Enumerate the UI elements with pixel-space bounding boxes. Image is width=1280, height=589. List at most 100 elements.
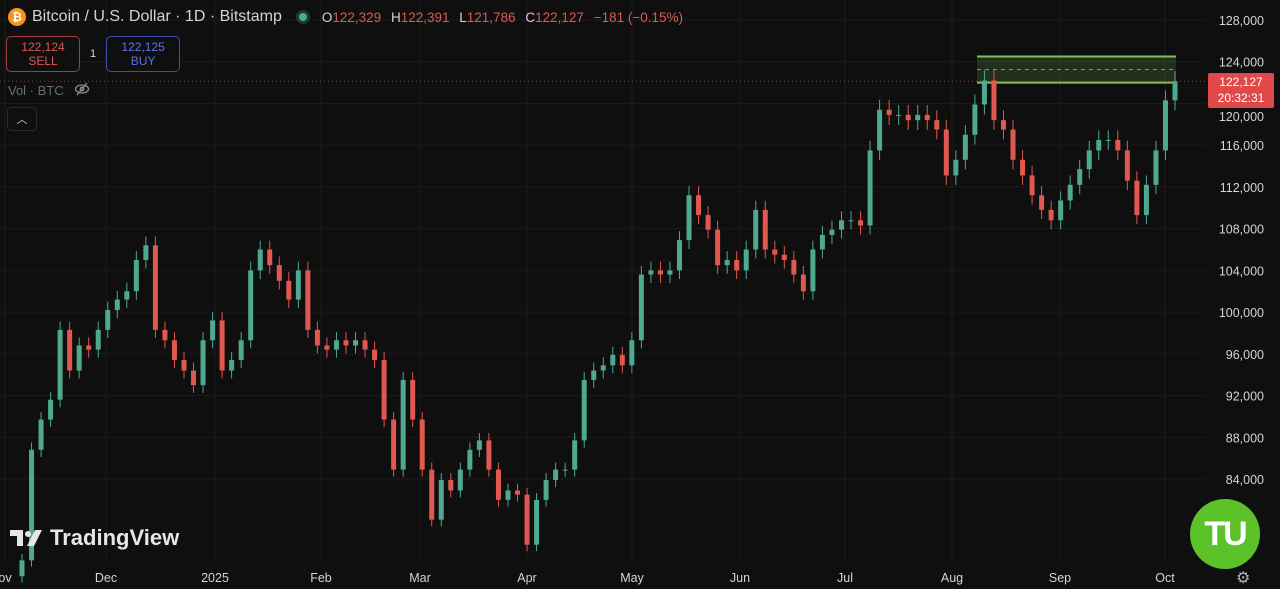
y-tick-label: 112,000 bbox=[1220, 181, 1264, 195]
candle-body bbox=[1000, 120, 1006, 130]
candle-body bbox=[819, 234, 825, 250]
candle-body bbox=[676, 240, 682, 271]
candle-body bbox=[448, 480, 454, 491]
candle-body bbox=[219, 320, 225, 371]
settings-gear-icon[interactable]: ⚙ bbox=[1236, 570, 1251, 587]
candle-body bbox=[657, 270, 663, 275]
x-tick-label: Dec bbox=[95, 571, 117, 585]
candle-body bbox=[314, 329, 320, 346]
candle-body bbox=[1067, 184, 1073, 201]
high-value: 122,391 bbox=[400, 9, 450, 25]
collapse-legend-button[interactable]: ︿ bbox=[7, 107, 37, 131]
candle-body bbox=[133, 259, 139, 292]
high-label: H bbox=[390, 9, 401, 25]
candle-body bbox=[562, 469, 568, 471]
candle-body bbox=[1115, 139, 1121, 151]
candle-body bbox=[362, 340, 368, 350]
candle-body bbox=[476, 440, 482, 450]
candle-body bbox=[1172, 81, 1178, 101]
candle-body bbox=[400, 379, 406, 470]
candle-body bbox=[86, 345, 92, 350]
candle-body bbox=[286, 280, 292, 300]
y-tick-label: 96,000 bbox=[1226, 348, 1264, 362]
tu-logo-text: TU bbox=[1204, 514, 1247, 553]
candle-body bbox=[648, 270, 654, 275]
candle-body bbox=[534, 499, 540, 545]
market-status-icon[interactable] bbox=[295, 10, 310, 24]
candle-body bbox=[438, 480, 444, 520]
candle-body bbox=[248, 270, 254, 341]
candle-body bbox=[381, 360, 387, 420]
sell-button[interactable]: 122,124 SELL bbox=[6, 36, 80, 72]
candle-body bbox=[429, 469, 435, 520]
buy-button[interactable]: 122,125 BUY bbox=[106, 36, 181, 72]
candle-body bbox=[905, 114, 911, 121]
y-tick-label: 84,000 bbox=[1226, 473, 1264, 487]
candle-body bbox=[886, 109, 892, 115]
buy-label: BUY bbox=[130, 54, 156, 68]
candle-body bbox=[981, 80, 987, 105]
candle-body bbox=[915, 114, 921, 121]
ohlc-values: O122,329 H122,391 L121,786 C122,127 −181… bbox=[322, 10, 689, 25]
candle-body bbox=[753, 209, 759, 250]
candle-body bbox=[1048, 209, 1054, 221]
candle-body bbox=[877, 109, 883, 151]
candle-body bbox=[114, 299, 120, 311]
bitcoin-icon: ₿ bbox=[8, 8, 26, 26]
candle-body bbox=[667, 270, 673, 275]
candle-body bbox=[1124, 150, 1130, 181]
candle-body bbox=[515, 490, 521, 495]
y-tick-label: 100,000 bbox=[1219, 306, 1264, 320]
bar-countdown: 20:32:31 bbox=[1217, 91, 1265, 105]
x-tick-label: Mar bbox=[409, 571, 431, 585]
candle-body bbox=[505, 490, 511, 500]
candle-body bbox=[572, 440, 578, 470]
candle-body bbox=[991, 80, 997, 121]
x-tick-label: Aug bbox=[941, 571, 963, 585]
x-tick-label: Sep bbox=[1049, 571, 1071, 585]
candle-body bbox=[1162, 100, 1168, 151]
candle-body bbox=[457, 469, 463, 491]
candle-body bbox=[610, 354, 616, 366]
y-tick-label: 128,000 bbox=[1219, 14, 1264, 28]
candle-body bbox=[781, 254, 787, 260]
candle-body bbox=[1096, 139, 1102, 151]
tradingview-logo[interactable]: TradingView bbox=[10, 525, 179, 551]
close-value: 122,127 bbox=[535, 9, 584, 25]
candle-body bbox=[524, 494, 530, 545]
candle-body bbox=[1105, 139, 1111, 141]
candle-body bbox=[38, 419, 44, 450]
candle-body bbox=[686, 195, 692, 241]
candle-body bbox=[495, 469, 501, 500]
symbol-title[interactable]: Bitcoin / U.S. Dollar · 1D · Bitstamp bbox=[32, 8, 282, 25]
candle-body bbox=[829, 229, 835, 235]
candle-body bbox=[953, 159, 959, 176]
low-value: 121,786 bbox=[466, 9, 516, 25]
candle-body bbox=[200, 340, 206, 386]
candle-body bbox=[210, 320, 216, 341]
y-tick-label: 116,000 bbox=[1220, 139, 1264, 153]
x-tick-label: 2025 bbox=[201, 571, 229, 585]
trade-panel: 122,124 SELL 1 122,125 BUY bbox=[6, 36, 181, 72]
eye-off-icon[interactable] bbox=[74, 82, 90, 99]
candle-body bbox=[105, 310, 111, 330]
candle-body bbox=[581, 379, 587, 441]
y-tick-label: 124,000 bbox=[1219, 56, 1264, 70]
sell-label: SELL bbox=[28, 54, 58, 68]
candle-body bbox=[734, 259, 740, 271]
candle-body bbox=[29, 449, 35, 561]
y-tick-label: 104,000 bbox=[1219, 264, 1264, 278]
volume-label[interactable]: Vol · BTC bbox=[8, 83, 64, 98]
candle-body bbox=[333, 340, 339, 350]
change-value: −181 (−0.15%) bbox=[593, 9, 683, 25]
candle-body bbox=[962, 134, 968, 160]
candle-body bbox=[543, 480, 549, 500]
candle-body bbox=[391, 419, 397, 470]
candle-body bbox=[410, 379, 416, 420]
candle-body bbox=[343, 340, 349, 346]
candle-body bbox=[276, 265, 282, 281]
candle-body bbox=[124, 291, 130, 300]
y-tick-label: 120,000 bbox=[1219, 110, 1264, 124]
low-label: L bbox=[459, 9, 467, 25]
